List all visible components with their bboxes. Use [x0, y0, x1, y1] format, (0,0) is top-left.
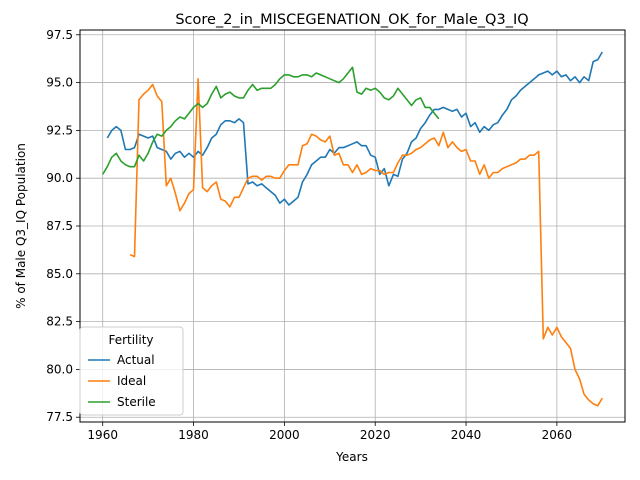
y-tick-label: 87.5 — [46, 219, 73, 233]
legend-entries: Actual Ideal Sterile — [88, 353, 156, 409]
y-tick-label: 92.5 — [46, 123, 73, 137]
y-tick-label: 97.5 — [46, 28, 73, 42]
x-tick-label: 2060 — [542, 428, 573, 442]
legend-label-sterile: Sterile — [117, 395, 156, 409]
legend-label-ideal: Ideal — [117, 374, 146, 388]
x-tick-label: 1960 — [87, 428, 118, 442]
x-axis: 1960 1980 2000 2020 2040 2060 — [87, 422, 572, 442]
series-lines — [102, 51, 603, 407]
y-axis-label: % of Male Q3_IQ Population — [14, 143, 28, 309]
y-tick-label: 85.0 — [46, 267, 73, 281]
y-tick-label: 77.5 — [46, 410, 73, 424]
series-line-actual — [106, 51, 603, 206]
legend-label-actual: Actual — [117, 353, 155, 367]
x-tick-label: 2000 — [269, 428, 300, 442]
chart-title: Score_2_in_MISCEGENATION_OK_for_Male_Q3_… — [175, 12, 528, 28]
legend-title: Fertility — [108, 333, 153, 347]
y-tick-label: 95.0 — [46, 76, 73, 90]
y-tick-label: 90.0 — [46, 171, 73, 185]
x-tick-label: 2020 — [360, 428, 391, 442]
x-tick-label: 1980 — [178, 428, 209, 442]
series-line-sterile — [102, 66, 440, 175]
y-tick-label: 80.0 — [46, 362, 73, 376]
y-tick-label: 82.5 — [46, 315, 73, 329]
x-tick-label: 2040 — [451, 428, 482, 442]
x-axis-label: Years — [335, 450, 368, 464]
series-line-ideal — [129, 78, 603, 407]
y-axis: 77.5 80.0 82.5 85.0 87.5 90.0 92.5 95.0 97.5 — [46, 28, 80, 424]
legend: Fertility Actual Ideal Sterile — [79, 326, 184, 416]
legend-box — [79, 326, 184, 416]
